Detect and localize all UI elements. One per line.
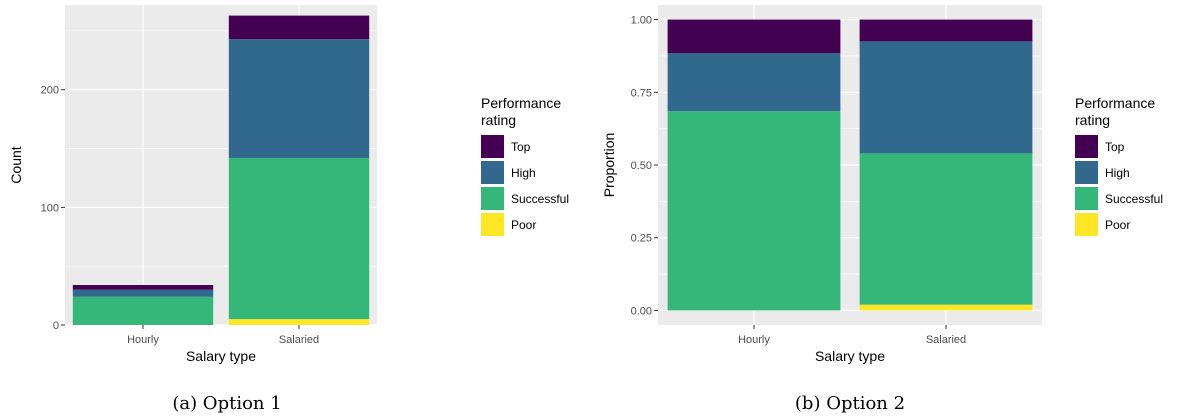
legend-key-top [1075,135,1098,158]
legend-label: Successful [1105,192,1163,206]
x-tick-label: Salaried [926,334,966,346]
bar-hourly-successful [72,296,214,325]
y-axis-title: Proportion [601,133,617,198]
bar-hourly-successful [667,111,841,311]
bar-salaried-high [228,39,370,158]
legend-key-poor [1075,213,1098,236]
legend-key-high [1075,161,1098,184]
legend-label: Successful [511,192,569,206]
y-axis-title: Count [8,146,24,183]
chart-2: 0.00 0.25 0.50 0.75 1.00 Hourly Salaried Salary… [601,5,1163,414]
bar-hourly-high [72,289,214,297]
x-axis-title: Salary type [186,348,256,364]
legend-key-top [481,135,504,158]
y-tick-label: 100 [41,202,59,214]
legend-key-high [481,161,504,184]
bar-hourly-top [72,285,214,290]
figure-caption: (b) Option 2 [795,393,905,414]
bar-salaried-successful [228,157,370,320]
legend-label: High [1105,166,1130,180]
bar-salaried-successful [859,153,1033,305]
x-tick-label: Salaried [279,334,319,346]
figure-caption: (a) Option 1 [172,393,281,414]
legend-title: rating [481,112,516,128]
legend-key-poor [481,213,504,236]
bar-salaried-top [228,15,370,40]
legend-key-successful [1075,187,1098,210]
y-tick-label: 0.75 [631,87,652,99]
legend-title: rating [1075,112,1110,128]
legend-label: Top [1105,140,1125,154]
legend-title: Performance [1075,95,1155,111]
y-tick-label: 1.00 [631,15,652,27]
legend-label: Poor [1105,218,1130,232]
y-tick-label: 0 [53,320,59,332]
bar-hourly-top [667,19,841,53]
y-tick-label: 0.50 [631,160,652,172]
legend-label: Top [511,140,531,154]
x-tick-label: Hourly [738,334,770,346]
legend-title: Performance [481,95,561,111]
legend-key-successful [481,187,504,210]
chart-1: 0 100 200 Hourly Salaried Salary type Count Per… [8,5,569,414]
legend-label: High [511,166,536,180]
bar-salaried-high [859,41,1033,154]
x-tick-label: Hourly [127,334,159,346]
legend-label: Poor [511,218,536,232]
bar-hourly-high [667,53,841,112]
bar-salaried-poor [228,319,370,325]
bar-salaried-poor [859,304,1033,311]
y-tick-label: 0.25 [631,233,652,245]
bar-salaried-top [859,19,1033,42]
y-tick-label: 200 [41,85,59,97]
y-tick-label: 0.00 [631,305,652,317]
x-axis-title: Salary type [815,348,885,364]
